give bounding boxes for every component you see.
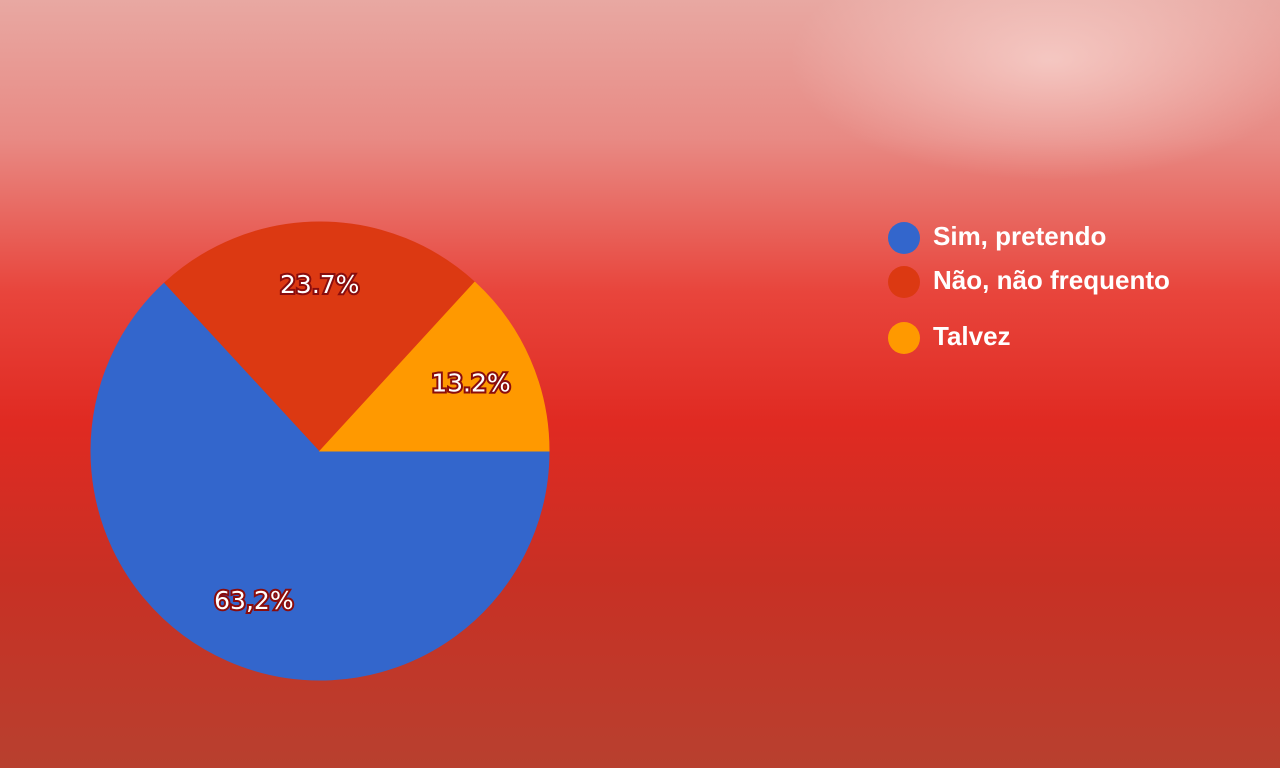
legend-label: Sim, pretendo: [933, 221, 1106, 251]
slice-label: 23.7%: [280, 270, 359, 299]
pie-slice: [90, 282, 550, 681]
pie-slice: [318, 281, 550, 452]
legend-marker: [888, 266, 920, 298]
legend-label: Talvez: [933, 321, 1011, 351]
legend-marker: [888, 322, 920, 354]
pie-slice: [163, 221, 476, 452]
legend-label: Não, não frequento: [933, 265, 1170, 295]
slice-label: 63,2%: [214, 586, 293, 615]
legend-marker: [888, 222, 920, 254]
slice-label: 13.2%: [431, 369, 510, 398]
